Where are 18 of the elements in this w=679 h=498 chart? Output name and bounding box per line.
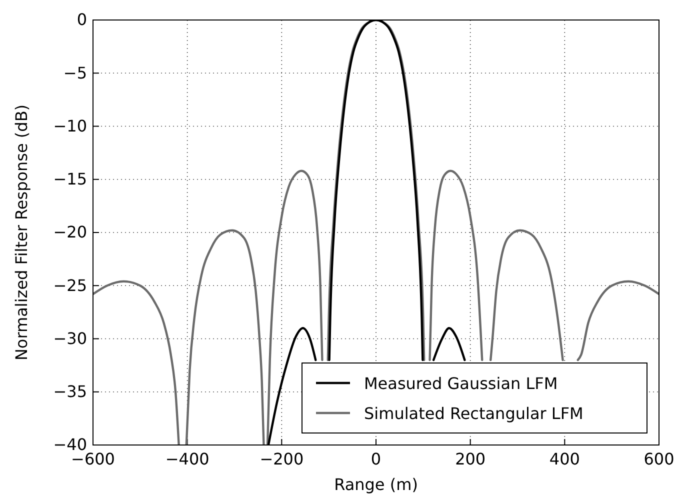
y-tick-label: −25 bbox=[53, 276, 87, 295]
x-tick-label: −400 bbox=[165, 449, 210, 468]
x-tick-label: 400 bbox=[549, 449, 580, 468]
x-axis-title: Range (m) bbox=[334, 475, 418, 494]
x-tick-label: −200 bbox=[260, 449, 304, 468]
y-tick-label: −15 bbox=[53, 169, 87, 188]
x-tick-label: 0 bbox=[370, 449, 382, 468]
y-tick-label: −35 bbox=[53, 382, 87, 401]
y-tick-label: −30 bbox=[53, 328, 87, 348]
legend-label: Simulated Rectangular LFM bbox=[364, 404, 584, 423]
y-tick-label: −20 bbox=[53, 222, 87, 242]
y-tick-label: 0 bbox=[76, 10, 87, 30]
x-tick-label: 200 bbox=[455, 449, 486, 468]
x-tick-label: 600 bbox=[644, 449, 674, 468]
legend-label: Measured Gaussian LFM bbox=[364, 374, 558, 393]
y-tick-label: −10 bbox=[53, 116, 87, 136]
y-tick-label: −5 bbox=[63, 63, 87, 82]
y-axis-title: Normalized Filter Response (dB) bbox=[12, 104, 31, 361]
